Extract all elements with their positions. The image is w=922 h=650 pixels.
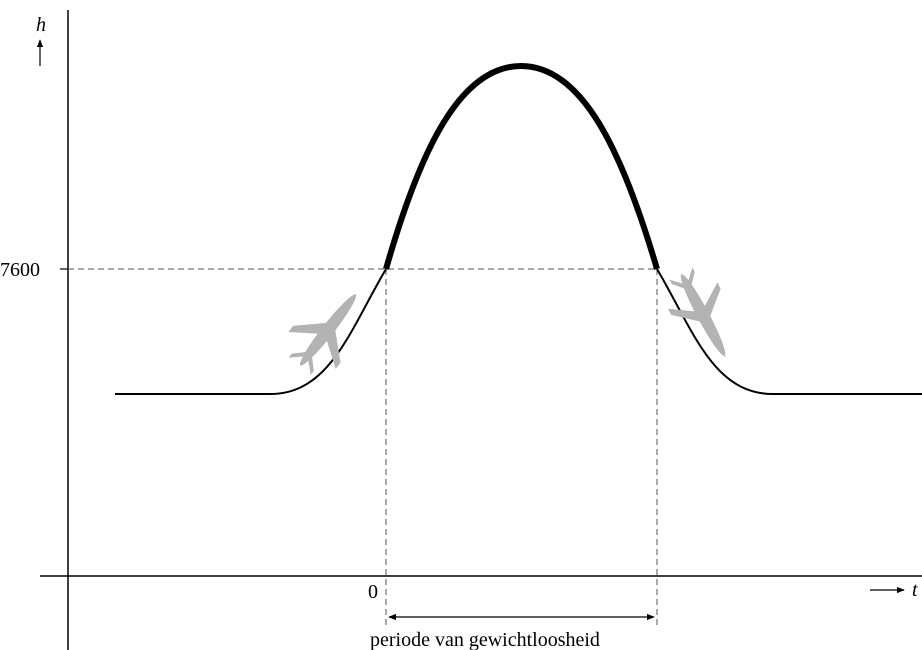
flight-path-ascent bbox=[115, 268, 387, 395]
x-tick-label: 0 bbox=[368, 581, 378, 603]
x-axis-label: t bbox=[912, 579, 918, 601]
y-tick-label: 7600 bbox=[0, 259, 40, 281]
weightless-parabola bbox=[383, 62, 660, 270]
y-axis-label: h bbox=[36, 14, 46, 36]
flight-path-descent bbox=[656, 268, 922, 395]
airplane-climbing-icon bbox=[288, 293, 357, 375]
airplane-diving-icon bbox=[667, 267, 726, 358]
period-label: periode van gewichtloosheid bbox=[370, 629, 600, 650]
